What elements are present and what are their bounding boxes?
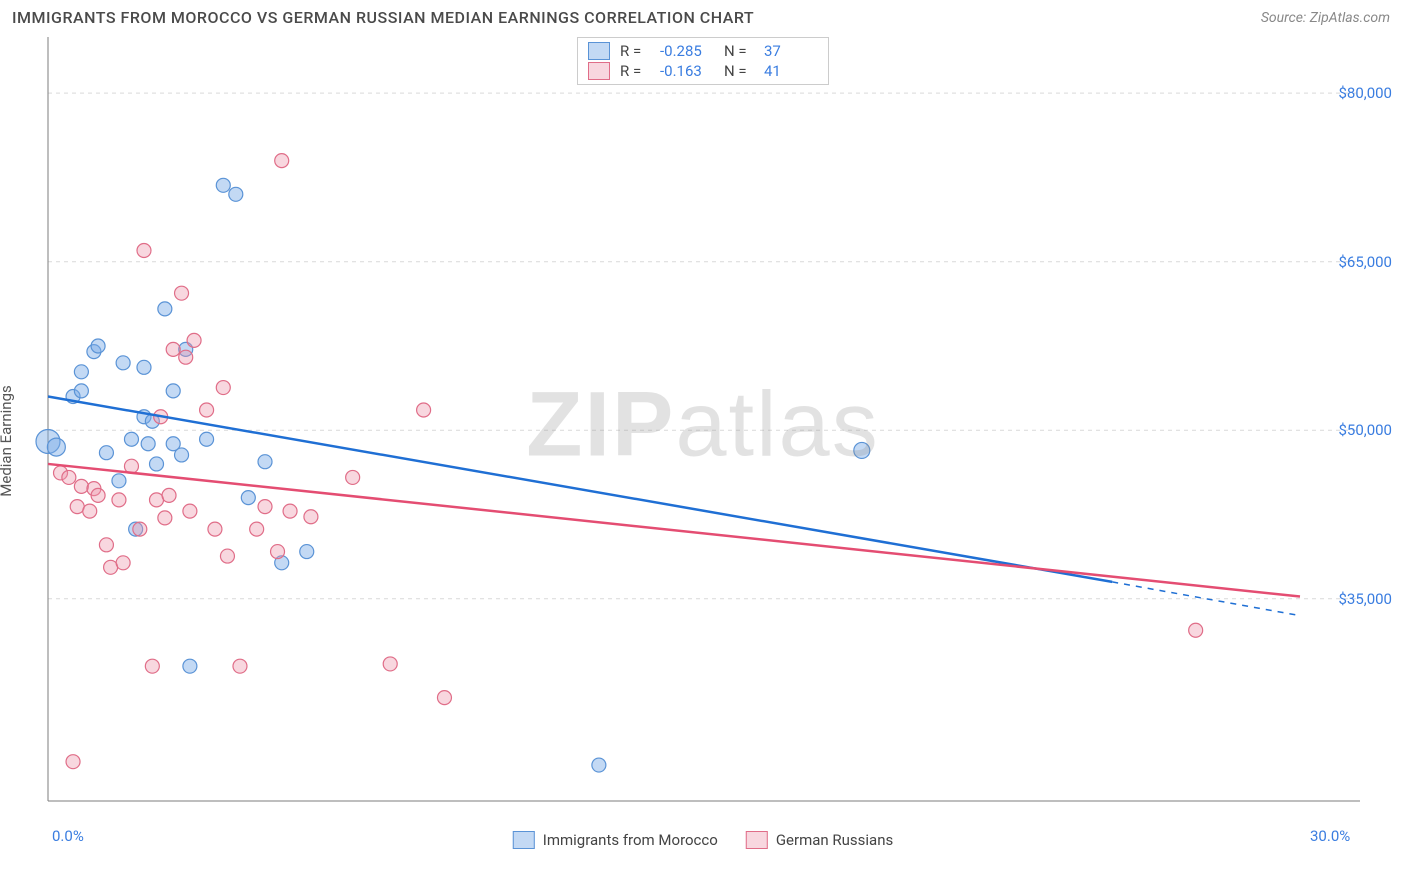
chart-area: Median Earnings ZIPatlas R =-0.285N =37R… <box>0 31 1406 851</box>
legend-stat: R = <box>620 42 650 60</box>
legend-stat: -0.285 <box>660 42 714 60</box>
series-legend: Immigrants from Morocco German Russians <box>513 831 893 849</box>
y-tick-label: $50,000 <box>1338 421 1392 439</box>
legend-stat: N = <box>724 62 754 80</box>
y-tick-label: $80,000 <box>1338 84 1392 102</box>
series-legend-item: Immigrants from Morocco <box>513 831 718 849</box>
chart-header: IMMIGRANTS FROM MOROCCO VS GERMAN RUSSIA… <box>0 0 1406 31</box>
legend-stat: 37 <box>764 42 818 60</box>
series-legend-item: German Russians <box>746 831 893 849</box>
legend-swatch <box>588 42 610 60</box>
series-legend-label: Immigrants from Morocco <box>543 831 718 849</box>
legend-stat: N = <box>724 42 754 60</box>
legend-stat: R = <box>620 62 650 80</box>
x-tick-label: 30.0% <box>1310 827 1350 845</box>
y-axis-label: Median Earnings <box>0 385 15 496</box>
chart-title: IMMIGRANTS FROM MOROCCO VS GERMAN RUSSIA… <box>12 8 754 27</box>
y-tick-label: $65,000 <box>1338 253 1392 271</box>
chart-source: Source: ZipAtlas.com <box>1261 10 1390 26</box>
legend-swatch <box>588 62 610 80</box>
legend-stat: -0.163 <box>660 62 714 80</box>
x-tick-label: 0.0% <box>52 827 84 845</box>
series-legend-label: German Russians <box>776 831 893 849</box>
legend-stat: 41 <box>764 62 818 80</box>
legend-row: R = -0.163 N = 41 <box>588 62 818 80</box>
correlation-legend: R = -0.285 N = 37 R = -0.163 N = 41 <box>577 37 829 85</box>
scatter-plot <box>0 31 1406 851</box>
legend-swatch <box>746 831 768 849</box>
legend-row: R = -0.285 N = 37 <box>588 42 818 60</box>
y-tick-label: $35,000 <box>1338 590 1392 608</box>
legend-swatch <box>513 831 535 849</box>
